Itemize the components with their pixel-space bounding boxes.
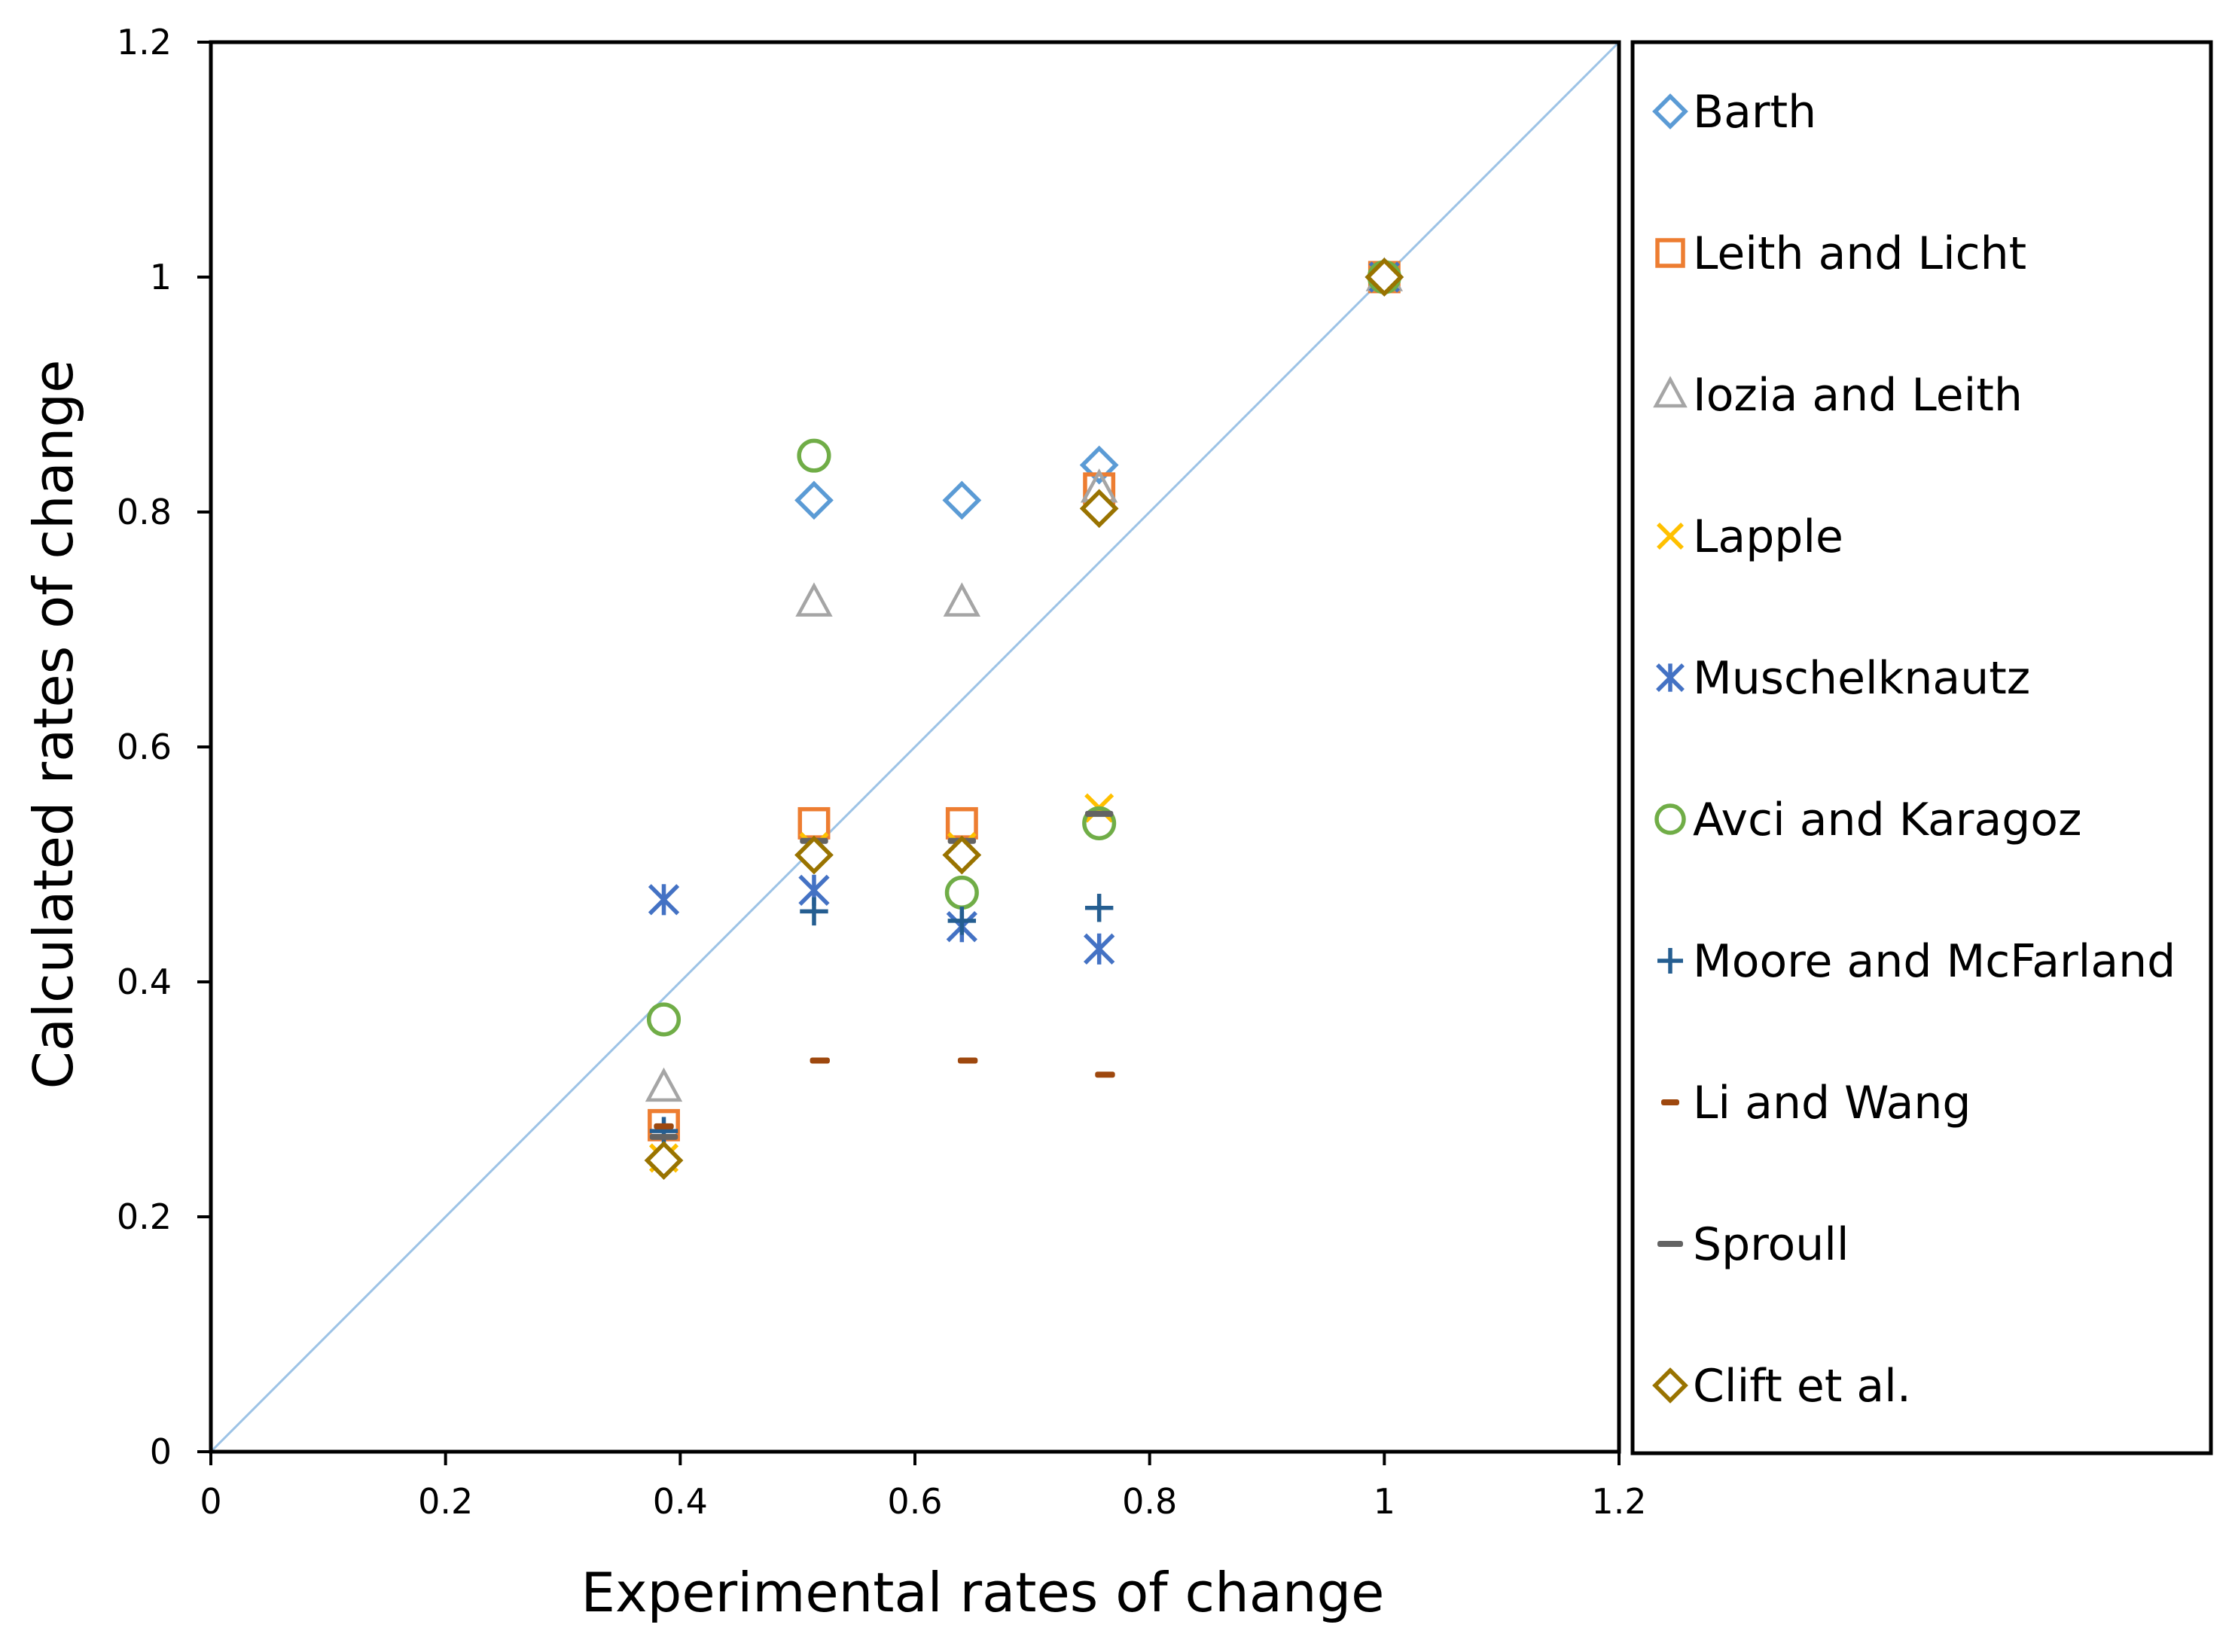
x-tick-label: 0.4 [653, 1481, 708, 1522]
y-tick-label: 0.4 [117, 962, 172, 1002]
data-point [794, 480, 834, 520]
data-point [942, 835, 982, 875]
legend-item: Li and Wang [1661, 1077, 1971, 1129]
marker-shape [649, 1133, 678, 1140]
legend-item: Barth [1652, 86, 1816, 139]
y-tick-label: 0.6 [117, 727, 172, 767]
data-point [649, 1133, 678, 1140]
legend-item: Iozia and Leith [1653, 369, 2023, 422]
data-point [957, 1057, 978, 1064]
marker-shape [943, 582, 981, 617]
x-axis-title: Experimental rates of change [581, 1561, 1385, 1624]
data-point [1364, 258, 1404, 297]
legend-label: Sproull [1693, 1218, 1849, 1271]
data-point [947, 907, 977, 935]
marker-shape [1657, 523, 1684, 550]
data-point [1084, 810, 1114, 817]
marker-shape [1364, 258, 1404, 297]
marker-shape [957, 1057, 978, 1064]
data-point [654, 1123, 674, 1129]
legend-label: Leith and Licht [1693, 227, 2026, 280]
y-tick-label: 1 [150, 257, 172, 297]
data-point [1095, 1071, 1115, 1078]
legend-label: Avci and Karagoz [1693, 794, 2082, 846]
data-point [1084, 894, 1114, 922]
data-point [644, 1141, 684, 1181]
data-point [942, 480, 982, 520]
marker-shape [1082, 806, 1117, 840]
legend-item: Moore and McFarland [1657, 935, 2176, 988]
legend-label: Muschelknautz [1693, 652, 2030, 705]
data-point [1079, 489, 1119, 529]
data-point [645, 1067, 683, 1102]
data-point [943, 582, 981, 617]
marker-shape [1654, 803, 1686, 835]
x-tick-label: 1.2 [1591, 1481, 1646, 1522]
marker-shape [794, 835, 834, 875]
legend-label: Barth [1693, 86, 1816, 139]
legend-item: Lapple [1657, 511, 1843, 563]
x-tick-label: 1 [1374, 1481, 1395, 1522]
legend-item: Clift et al. [1652, 1360, 1911, 1413]
marker-shape [1079, 489, 1119, 529]
legend-label: Lapple [1693, 511, 1843, 563]
x-tick-label: 0.6 [887, 1481, 942, 1522]
x-tick-label: 0.2 [418, 1481, 473, 1522]
marker-shape [645, 1067, 683, 1102]
x-tick-label: 0 [200, 1481, 221, 1522]
marker-shape [1652, 93, 1688, 130]
marker-shape [646, 1002, 681, 1037]
marker-shape [1653, 376, 1688, 408]
marker-shape [795, 582, 833, 617]
data-point [646, 1002, 681, 1037]
data-point [1084, 933, 1115, 965]
legend-label: Clift et al. [1693, 1360, 1911, 1413]
marker-shape [1652, 1367, 1688, 1404]
marker-shape [1084, 810, 1114, 817]
marker-shape [654, 1123, 674, 1129]
legend-item: Sproull [1657, 1218, 1849, 1271]
y-axis-title: Calculated rates of change [22, 360, 85, 1090]
data-point [648, 884, 680, 916]
y-tick-label: 0.2 [117, 1196, 172, 1237]
legend-label: Iozia and Leith [1693, 369, 2023, 422]
legend-label: Li and Wang [1693, 1077, 1971, 1129]
marker-shape [794, 480, 834, 520]
x-tick-label: 0.8 [1122, 1481, 1177, 1522]
marker-shape [1661, 1099, 1679, 1105]
marker-shape [810, 1057, 830, 1064]
legend-box [1630, 40, 2213, 1455]
series-clift-et-al- [644, 258, 1404, 1181]
marker-shape [1655, 238, 1685, 268]
legend-label: Moore and McFarland [1693, 935, 2176, 988]
data-point [800, 897, 828, 926]
legend-item: Avci and Karagoz [1654, 794, 2082, 846]
data-point [795, 582, 833, 617]
data-point [1082, 806, 1117, 840]
legend-item: Muschelknautz [1656, 652, 2030, 705]
data-point [649, 1117, 678, 1145]
marker-shape [942, 480, 982, 520]
y-tick-label: 0.8 [117, 492, 172, 532]
marker-shape [797, 438, 831, 473]
data-point [810, 1057, 830, 1064]
marker-shape [644, 1141, 684, 1181]
y-tick-label: 0 [150, 1431, 172, 1472]
y-tick-label: 1.2 [117, 22, 172, 62]
marker-shape [942, 835, 982, 875]
marker-shape [1095, 1071, 1115, 1078]
data-point [797, 438, 831, 473]
legend-item: Leith and Licht [1655, 227, 2026, 280]
data-point [794, 835, 834, 875]
marker-shape [1657, 1241, 1683, 1247]
